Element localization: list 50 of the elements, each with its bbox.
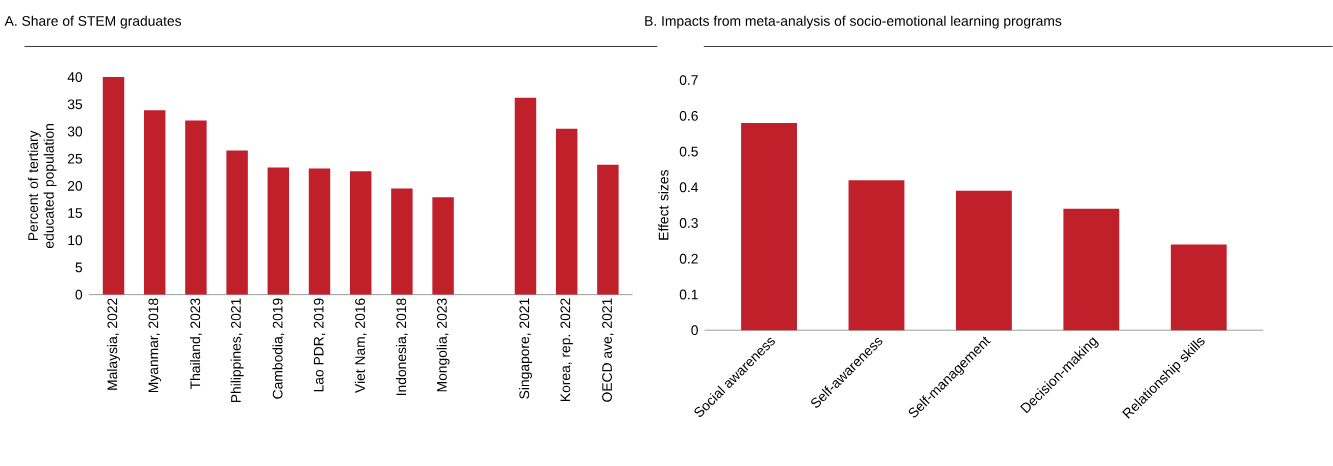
y-tick-label: 0 (75, 289, 83, 300)
y-tick-label: 15 (68, 208, 83, 219)
bar (432, 197, 454, 295)
x-tick-label: Korea, rep. 2022 (560, 298, 573, 402)
x-tick-label: Mongolia, 2023 (436, 298, 450, 392)
y-tick-label: 0.3 (679, 218, 698, 229)
bar (955, 191, 1012, 331)
bar (741, 123, 797, 331)
x-tick-label: Indonesia, 2018 (396, 298, 408, 396)
y-tick-label: 0.5 (679, 146, 698, 157)
y-tick-label: 35 (67, 99, 83, 110)
x-tick-label: Philippines, 2021 (230, 298, 244, 403)
x-tick-label: OECD ave, 2021 (602, 298, 614, 402)
x-tick-label: Singapore, 2021 (519, 298, 532, 399)
x-tick-label: Viet Nam, 2016 (354, 298, 367, 394)
y-tick-label: 5 (75, 262, 83, 273)
y-tick-label: 0.7 (679, 75, 698, 86)
y-tick-label: 30 (67, 126, 83, 137)
bar (143, 110, 166, 295)
bar (555, 128, 578, 295)
y-axis-title: Percent of tertiary educated population (27, 124, 57, 249)
bar (226, 150, 248, 295)
chart-title: A. Share of STEM graduates (4, 15, 182, 29)
x-tick-label: Thailand, 2023 (190, 298, 202, 390)
bar (308, 168, 331, 295)
y-tick-label: 0.4 (679, 182, 699, 193)
x-tick-label: Malaysia, 2022 (107, 298, 120, 390)
y-tick-label: 20 (67, 181, 83, 191)
y-tick-label: 25 (67, 153, 83, 164)
bar (1063, 208, 1120, 331)
x-tick-label: Myanmar, 2018 (148, 298, 161, 393)
y-tick-label: 0.2 (679, 254, 698, 264)
bar (1170, 244, 1227, 331)
bar (848, 180, 905, 331)
y-tick-label: 0 (691, 325, 698, 336)
bar (185, 120, 207, 295)
bar (349, 171, 372, 295)
y-axis-title: Effect sizes (658, 170, 669, 240)
bar (597, 164, 619, 295)
x-tick-label: Lao PDR, 2019 (313, 298, 326, 392)
y-tick-label: 10 (68, 235, 83, 246)
chart-title: B. Impacts from meta-analysis of socio-emotional learning programs (645, 15, 1062, 29)
x-tick-label: Cambodia, 2019 (272, 298, 285, 399)
bar (514, 97, 537, 295)
bar (102, 77, 125, 295)
y-tick-label: 0.6 (679, 111, 698, 121)
y-tick-label: 40 (67, 72, 83, 83)
bar (267, 167, 290, 295)
bar (391, 188, 413, 295)
y-tick-label: 0.1 (679, 289, 698, 300)
